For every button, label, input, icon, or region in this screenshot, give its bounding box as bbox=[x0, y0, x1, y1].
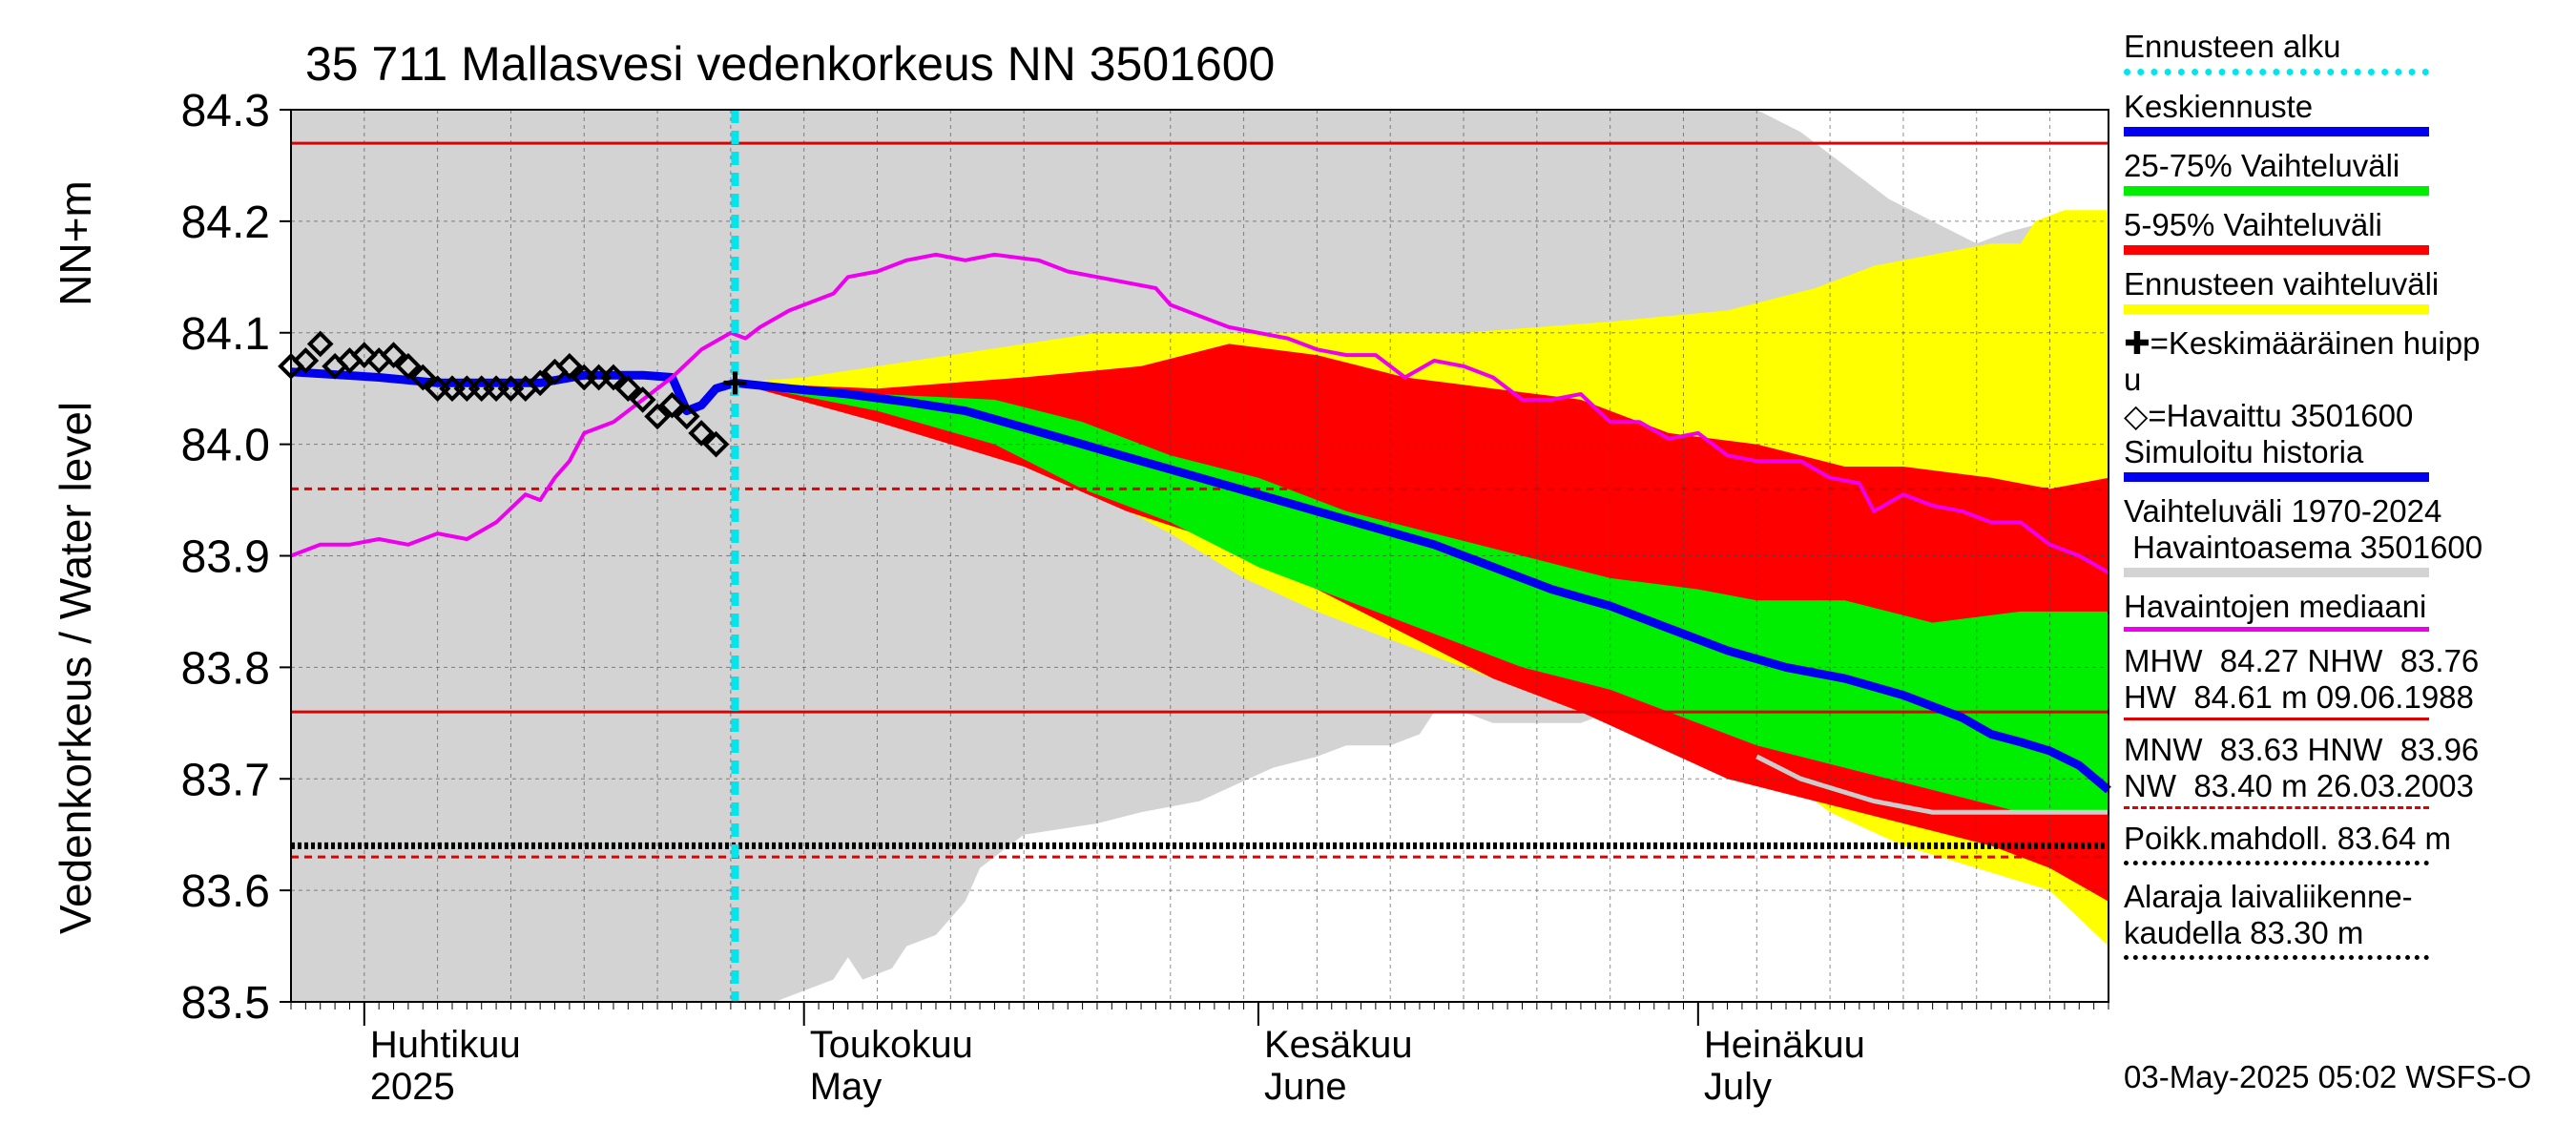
legend-forecast-range-swatch bbox=[2124, 304, 2429, 314]
legend-range-5-95-swatch bbox=[2124, 245, 2429, 255]
chart-title: 35 711 Mallasvesi vedenkorkeus NN 350160… bbox=[305, 37, 1275, 91]
legend-stats-swatch-2 bbox=[2124, 806, 2429, 809]
observed-point bbox=[644, 403, 671, 430]
axes: 84.3 84.2 84.1 84.0 83.9 83.8 83.7 83.6 83.5 Huht… bbox=[181, 86, 2109, 1108]
legend-stats-2: HW 84.61 m 09.06.1988 bbox=[2124, 679, 2474, 715]
x-month-sublabel: June bbox=[1264, 1066, 1347, 1108]
y-tick-label: 84.2 bbox=[181, 198, 270, 248]
y-tick-label: 84.3 bbox=[181, 86, 270, 136]
legend-stats-1: MHW 84.27 NHW 83.76 bbox=[2124, 643, 2480, 678]
legend: Ennusteen alku Keskiennuste 25-75% Vaiht… bbox=[2124, 29, 2563, 973]
legend-stats-4: NW 83.40 m 26.03.2003 bbox=[2124, 768, 2474, 803]
observed-point bbox=[556, 352, 583, 380]
x-month-label: Heinäkuu bbox=[1704, 1024, 1865, 1066]
legend-forecast-start-swatch bbox=[2124, 69, 2429, 75]
x-month-sublabel: May bbox=[810, 1066, 883, 1108]
legend-forecast-start-label: Ennusteen alku bbox=[2124, 29, 2341, 64]
x-month-label: Huhtikuu bbox=[370, 1024, 521, 1066]
observed-point bbox=[380, 342, 407, 368]
range-25-75-area bbox=[735, 383, 2109, 813]
legend-alaraja-label-2: kaudella 83.30 m bbox=[2124, 915, 2364, 950]
y-tick-label: 83.9 bbox=[181, 532, 270, 583]
legend-mean-forecast-label: Keskiennuste bbox=[2124, 89, 2314, 124]
legend-range-25-75-label: 25-75% Vaihteluväli bbox=[2124, 148, 2400, 183]
observed-point bbox=[292, 347, 320, 374]
legend-obs-median-swatch bbox=[2124, 627, 2429, 632]
timestamp: 03-May-2025 05:02 WSFS-O bbox=[2124, 1059, 2532, 1094]
y-tick-label: 84.1 bbox=[181, 309, 270, 360]
legend-sim-history-swatch bbox=[2124, 472, 2429, 482]
y-axis-unit: NN+m bbox=[51, 180, 100, 306]
history-lower-line bbox=[1755, 754, 2109, 815]
observed-point bbox=[614, 375, 642, 403]
legend-peak-label: ✚=Keskimääräinen huipp bbox=[2124, 325, 2481, 361]
legend-sim-history-label: Simuloitu historia bbox=[2124, 434, 2364, 469]
legend-mean-forecast-swatch bbox=[2124, 127, 2429, 136]
x-month-sublabel: July bbox=[1704, 1066, 1772, 1108]
legend-forecast-range-label: Ennusteen vaihteluväli bbox=[2124, 266, 2440, 302]
legend-range-5-95-label: 5-95% Vaihteluväli bbox=[2124, 207, 2382, 242]
observed-point bbox=[658, 391, 686, 419]
y-tick-label: 83.7 bbox=[181, 755, 270, 805]
legend-hist-range-label-2: Havaintoasema 3501600 bbox=[2124, 530, 2483, 565]
legend-alaraja-swatch bbox=[2124, 955, 2429, 960]
x-month-label: Kesäkuu bbox=[1264, 1024, 1413, 1066]
series-havaintojen-mediaani bbox=[290, 252, 2109, 574]
legend-observed-label: ◇=Havaittu 3501600 bbox=[2124, 398, 2414, 433]
legend-peak-label-cont: u bbox=[2124, 362, 2142, 397]
y-tick-label: 83.8 bbox=[181, 643, 270, 694]
x-month-sublabel: 2025 bbox=[370, 1066, 455, 1108]
x-month-label: Toukokuu bbox=[810, 1024, 973, 1066]
plot-area bbox=[278, 109, 2111, 1003]
y-tick-label: 83.6 bbox=[181, 866, 270, 917]
y-axis-label: Vedenkorkeus / Water level bbox=[51, 402, 100, 934]
legend-stats-3: MNW 83.63 HNW 83.96 bbox=[2124, 732, 2480, 767]
observed-point bbox=[527, 369, 553, 397]
observed-point bbox=[409, 364, 437, 391]
peak-marker bbox=[723, 371, 747, 395]
observed-point bbox=[673, 403, 700, 430]
y-tick-label: 83.5 bbox=[181, 978, 270, 1029]
legend-range-25-75-swatch bbox=[2124, 186, 2429, 196]
legend-hist-range-swatch bbox=[2124, 568, 2429, 577]
y-tick-label: 84.0 bbox=[181, 421, 270, 471]
observed-point bbox=[350, 342, 378, 368]
observed-point bbox=[306, 330, 334, 358]
observed-point bbox=[629, 386, 656, 413]
legend-alaraja-label: Alaraja laivaliikenne- bbox=[2124, 879, 2413, 914]
observed-point bbox=[702, 430, 730, 458]
legend-stats-swatch-1 bbox=[2124, 718, 2429, 720]
legend-poikk-swatch bbox=[2124, 861, 2429, 865]
legend-poikk-label: Poikk.mahdoll. 83.64 m bbox=[2124, 821, 2452, 856]
legend-obs-median-label: Havaintojen mediaani bbox=[2124, 589, 2427, 624]
series-keskiennuste bbox=[735, 378, 2111, 794]
legend-hist-range-label: Vaihteluväli 1970-2024 bbox=[2124, 493, 2442, 529]
observed-point bbox=[688, 420, 715, 447]
observed-point bbox=[395, 352, 422, 380]
observed-point bbox=[600, 364, 627, 391]
